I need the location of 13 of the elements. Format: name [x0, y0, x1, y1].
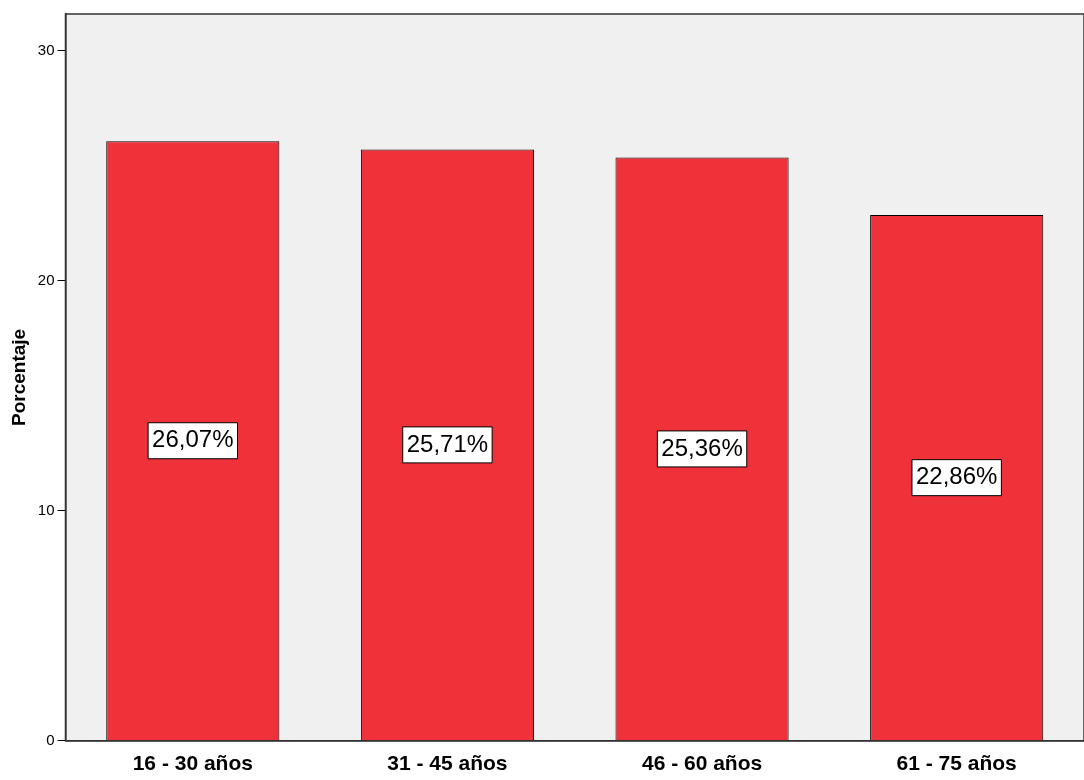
x-tick-label: 61 - 75 años — [896, 751, 1017, 775]
x-tick-label: 16 - 30 años — [132, 751, 253, 775]
y-axis-title: Porcentaje — [7, 328, 29, 426]
y-tick-label: 30 — [37, 40, 55, 58]
data-label: 25,36% — [661, 433, 743, 461]
y-tick-label: 0 — [46, 730, 55, 748]
data-label: 25,71% — [406, 429, 489, 457]
data-label: 22,86% — [915, 462, 998, 490]
y-tick-label: 10 — [37, 500, 55, 518]
y-tick-label: 20 — [37, 270, 55, 288]
x-tick-label: 31 - 45 años — [387, 751, 508, 775]
x-tick-label: 46 - 60 años — [641, 751, 763, 775]
data-label: 26,07% — [152, 425, 234, 453]
